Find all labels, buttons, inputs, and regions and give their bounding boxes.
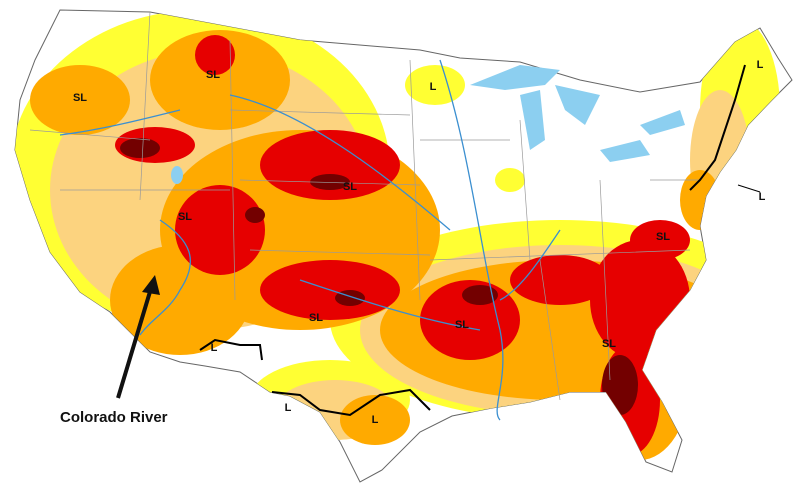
map-label: SL <box>343 181 357 193</box>
map-label: SL <box>656 231 670 243</box>
arrow-shaft <box>116 284 154 399</box>
map-label: L <box>759 191 766 203</box>
map-label: SL <box>73 92 87 104</box>
map-label: SL <box>309 312 323 324</box>
state-lines <box>29 11 700 401</box>
map-label: SL <box>455 319 469 331</box>
label-leader <box>737 184 761 193</box>
annotation: Colorado River <box>60 275 168 426</box>
arrow-head <box>142 275 160 295</box>
map-label: SL <box>602 338 616 350</box>
rivers <box>59 59 561 421</box>
map-label: L <box>211 342 218 354</box>
annotation-text: Colorado River <box>60 409 168 426</box>
map-label: SL <box>206 69 220 81</box>
map-label: L <box>757 59 764 71</box>
lakes <box>171 65 685 184</box>
map-label: L <box>285 402 292 414</box>
labels: SL SL L L SL SL L SL L SL SL SL L L <box>73 59 766 426</box>
map-label: L <box>372 414 379 426</box>
map-label: L <box>430 81 437 93</box>
map-label: SL <box>178 211 192 223</box>
boundaries <box>199 64 746 417</box>
